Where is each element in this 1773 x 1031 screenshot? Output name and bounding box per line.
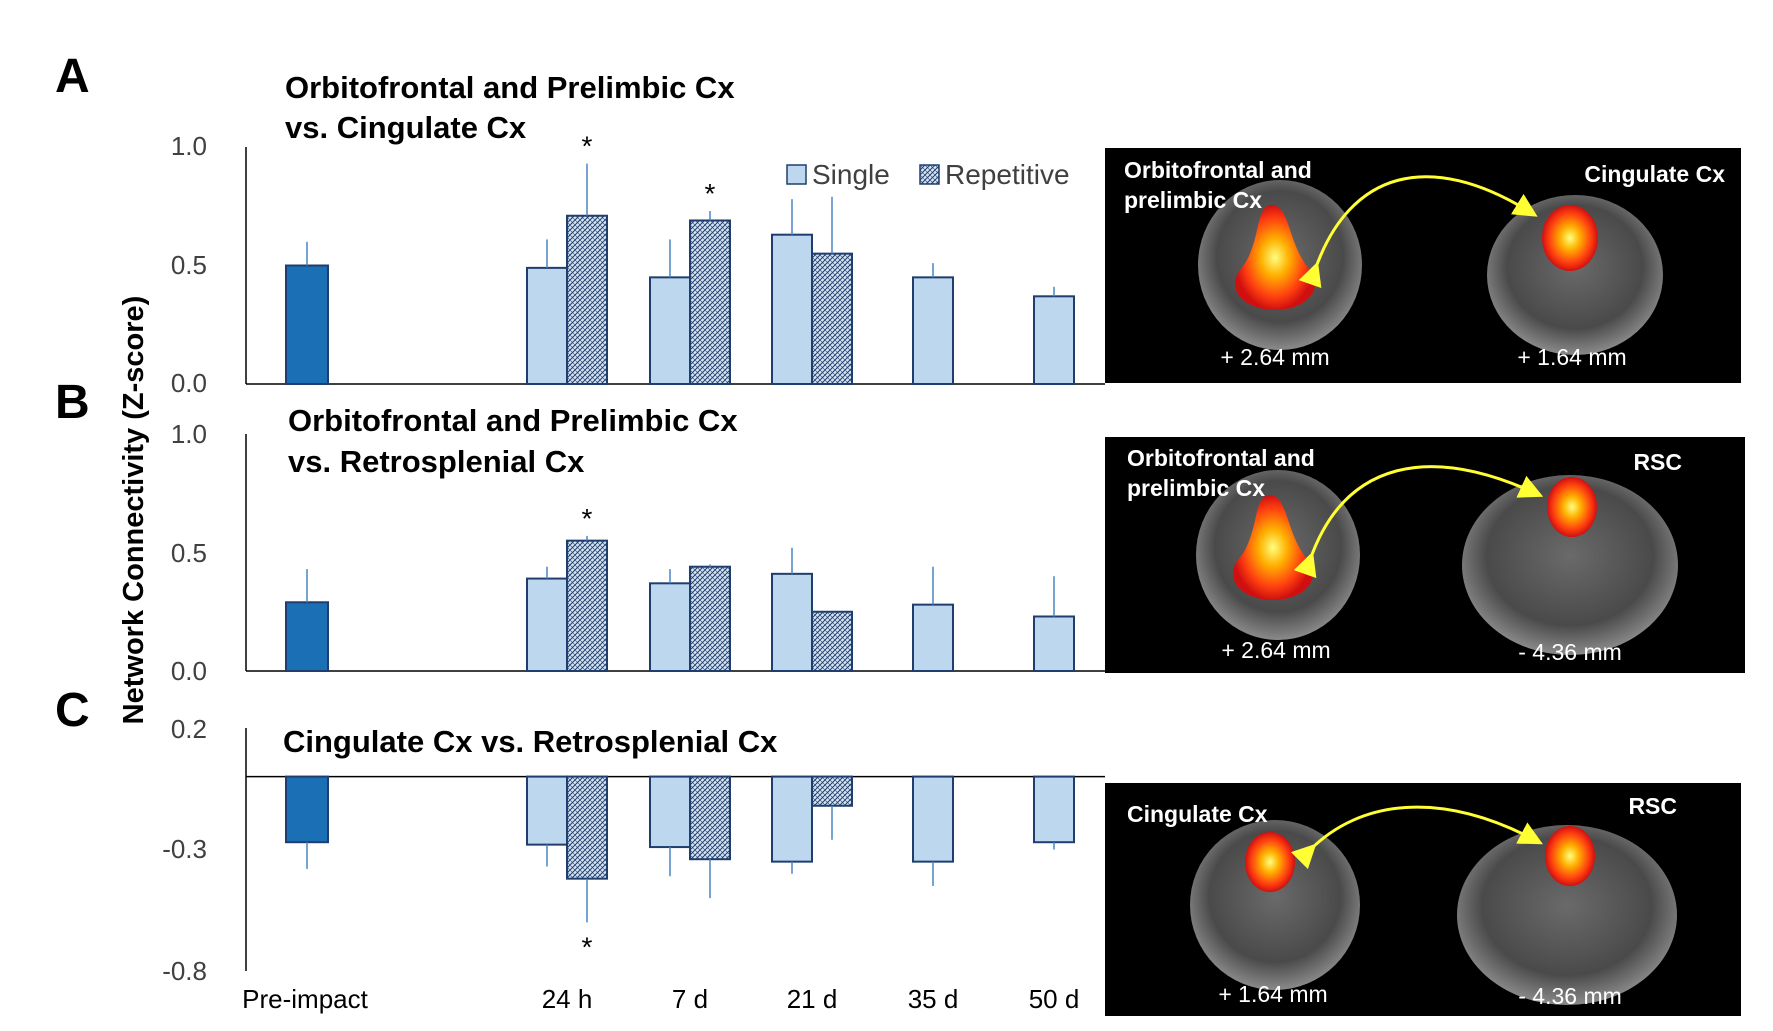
brain-slice-right — [1457, 825, 1677, 1005]
y-tick-label: 0.0 — [171, 368, 207, 398]
image-right-label: RSC — [1633, 449, 1682, 475]
image-right-mm: - 4.36 mm — [1518, 983, 1622, 1009]
image-left-mm: + 1.64 mm — [1218, 981, 1327, 1007]
y-tick-label: 0.0 — [171, 656, 207, 686]
image-right-label: Cingulate Cx — [1584, 161, 1725, 187]
panel-a-brain-image: Orbitofrontal and prelimbic Cx Cingulate… — [1105, 148, 1741, 383]
significance-marker: * — [582, 503, 593, 534]
connection-arrow — [1290, 805, 1543, 870]
x-tick-label: 50 d — [1029, 984, 1080, 1014]
image-left-mm: + 2.64 mm — [1220, 344, 1329, 370]
image-left-mm: + 2.64 mm — [1221, 637, 1330, 663]
activation-left — [1245, 832, 1295, 892]
x-tick-label: 21 d — [787, 984, 838, 1014]
y-tick-label: 0.5 — [171, 538, 207, 568]
y-tick-label: -0.8 — [162, 956, 207, 986]
bar-single — [912, 775, 954, 863]
image-left-label-line1: Cingulate Cx — [1127, 801, 1268, 827]
panel-b-bars: * — [245, 434, 1120, 673]
bar-repetitive — [566, 214, 608, 385]
bar-pre-impact — [285, 775, 329, 844]
y-tick-label: 1.0 — [171, 131, 207, 161]
panel-a-bars: ** — [245, 131, 1105, 386]
bar-pre-impact — [285, 264, 329, 385]
bar-single — [912, 276, 954, 386]
panel-c-bars: * — [245, 728, 1105, 971]
bar-single — [526, 775, 568, 846]
y-tick-label: 1.0 — [171, 419, 207, 449]
bar-repetitive — [811, 610, 853, 672]
bar-single — [912, 603, 954, 673]
connection-arrow — [1293, 465, 1544, 579]
y-tick-label: 0.2 — [171, 714, 207, 744]
bar-single — [771, 572, 813, 673]
legend-swatch-repetitive — [919, 164, 940, 185]
significance-marker: * — [582, 131, 593, 162]
image-right-mm: - 4.36 mm — [1518, 639, 1622, 665]
bar-single — [649, 276, 691, 386]
bar-repetitive — [566, 775, 608, 880]
significance-marker: * — [705, 178, 716, 209]
bar-single — [526, 577, 568, 673]
significance-marker: * — [582, 931, 593, 962]
panel-b: B Orbitofrontal and Prelimbic Cx vs. Ret… — [55, 376, 1745, 686]
panel-a: A Orbitofrontal and Prelimbic Cx vs. Cin… — [55, 50, 1741, 398]
bar-repetitive — [689, 565, 731, 672]
image-left-label-line1: Orbitofrontal and — [1127, 445, 1315, 471]
bar-repetitive — [689, 775, 731, 861]
panel-c-brain-image: Cingulate Cx RSC + 1.64 mm - 4.36 mm — [1105, 783, 1741, 1016]
activation-right — [1545, 826, 1595, 886]
image-right-label: RSC — [1628, 793, 1677, 819]
bar-single — [649, 775, 691, 849]
x-tick-label: Pre-impact — [242, 984, 368, 1014]
image-left-label-line2: prelimbic Cx — [1127, 475, 1265, 501]
panel-b-brain-image: Orbitofrontal and prelimbic Cx RSC + 2.6… — [1105, 437, 1745, 673]
y-tick-label: -0.3 — [162, 834, 207, 864]
image-left-label-line2: prelimbic Cx — [1124, 187, 1262, 213]
legend-label-single: Single — [812, 159, 890, 190]
image-left-label-line1: Orbitofrontal and — [1124, 157, 1312, 183]
bar-repetitive — [689, 219, 731, 385]
connection-arrow — [1298, 175, 1538, 289]
legend-label-repetitive: Repetitive — [945, 159, 1070, 190]
x-tick-label: 24 h — [542, 984, 593, 1014]
panel-letter-c: C — [55, 684, 90, 737]
bar-pre-impact — [285, 601, 329, 673]
bar-single — [1033, 295, 1075, 385]
bar-single — [771, 233, 813, 385]
image-right-mm: + 1.64 mm — [1517, 344, 1626, 370]
legend: Single Repetitive — [786, 159, 1070, 190]
panel-b-title-line1: Orbitofrontal and Prelimbic Cx — [288, 403, 738, 438]
panel-b-title-line2: vs. Retrosplenial Cx — [288, 444, 585, 479]
panel-a-title-line2: vs. Cingulate Cx — [285, 110, 527, 145]
x-tick-label: 35 d — [908, 984, 959, 1014]
panel-letter-a: A — [55, 50, 90, 103]
bar-single — [1033, 615, 1075, 672]
bar-single — [771, 775, 813, 863]
bar-single — [526, 266, 568, 385]
panel-letter-b: B — [55, 376, 90, 429]
y-tick-label: 0.5 — [171, 250, 207, 280]
activation-left — [1234, 205, 1316, 310]
panel-c: C Cingulate Cx vs. Retrosplenial Cx 0.2 … — [55, 684, 1741, 1016]
panel-a-title-line1: Orbitofrontal and Prelimbic Cx — [285, 70, 735, 105]
bar-repetitive — [566, 539, 608, 673]
x-axis-labels: Pre-impact 24 h 7 d 21 d 35 d 50 d — [242, 984, 1079, 1014]
panel-c-title: Cingulate Cx vs. Retrosplenial Cx — [283, 724, 778, 759]
legend-swatch-single — [786, 164, 807, 185]
activation-right — [1547, 477, 1597, 537]
y-axis-label: Network Connectivity (Z-score) — [118, 296, 150, 725]
bar-single — [649, 582, 691, 672]
activation-left — [1232, 495, 1314, 600]
x-tick-label: 7 d — [672, 984, 708, 1014]
bar-repetitive — [811, 775, 853, 807]
activation-right — [1542, 205, 1598, 271]
bar-single — [1033, 775, 1075, 844]
bar-repetitive — [811, 252, 853, 385]
